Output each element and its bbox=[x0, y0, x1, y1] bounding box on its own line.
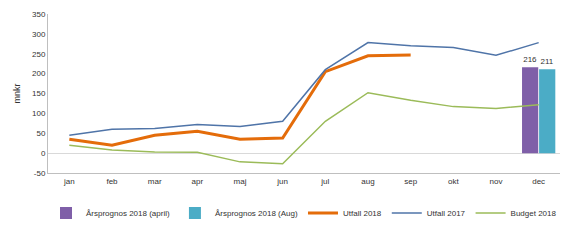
svg-text:100: 100 bbox=[32, 109, 46, 118]
svg-text:300: 300 bbox=[32, 30, 46, 39]
svg-text:200: 200 bbox=[32, 69, 46, 78]
svg-text:mnkr: mnkr bbox=[12, 83, 22, 103]
svg-text:sep: sep bbox=[404, 177, 417, 186]
svg-text:jul: jul bbox=[320, 177, 329, 186]
svg-text:feb: feb bbox=[106, 177, 118, 186]
svg-text:Utfall 2018: Utfall 2018 bbox=[343, 209, 382, 218]
svg-text:250: 250 bbox=[32, 50, 46, 59]
svg-text:0: 0 bbox=[41, 149, 46, 158]
svg-text:-50: -50 bbox=[34, 169, 46, 178]
svg-text:apr: apr bbox=[192, 177, 204, 186]
svg-text:nov: nov bbox=[490, 177, 503, 186]
svg-text:dec: dec bbox=[532, 177, 545, 186]
svg-text:350: 350 bbox=[32, 10, 46, 19]
svg-text:216: 216 bbox=[523, 55, 537, 64]
svg-text:jun: jun bbox=[276, 177, 288, 186]
svg-text:150: 150 bbox=[32, 89, 46, 98]
svg-text:Årsprognos 2018 (Aug): Årsprognos 2018 (Aug) bbox=[215, 209, 298, 218]
svg-text:Årsprognos 2018 (april): Årsprognos 2018 (april) bbox=[86, 209, 170, 218]
svg-text:Budget 2018: Budget 2018 bbox=[511, 209, 557, 218]
svg-text:aug: aug bbox=[361, 177, 374, 186]
svg-text:okt: okt bbox=[448, 177, 459, 186]
svg-text:mar: mar bbox=[148, 177, 162, 186]
svg-text:maj: maj bbox=[234, 177, 247, 186]
svg-text:Utfall 2017: Utfall 2017 bbox=[427, 209, 466, 218]
svg-text:jan: jan bbox=[63, 177, 75, 186]
svg-text:50: 50 bbox=[36, 129, 45, 138]
svg-text:211: 211 bbox=[541, 57, 554, 66]
